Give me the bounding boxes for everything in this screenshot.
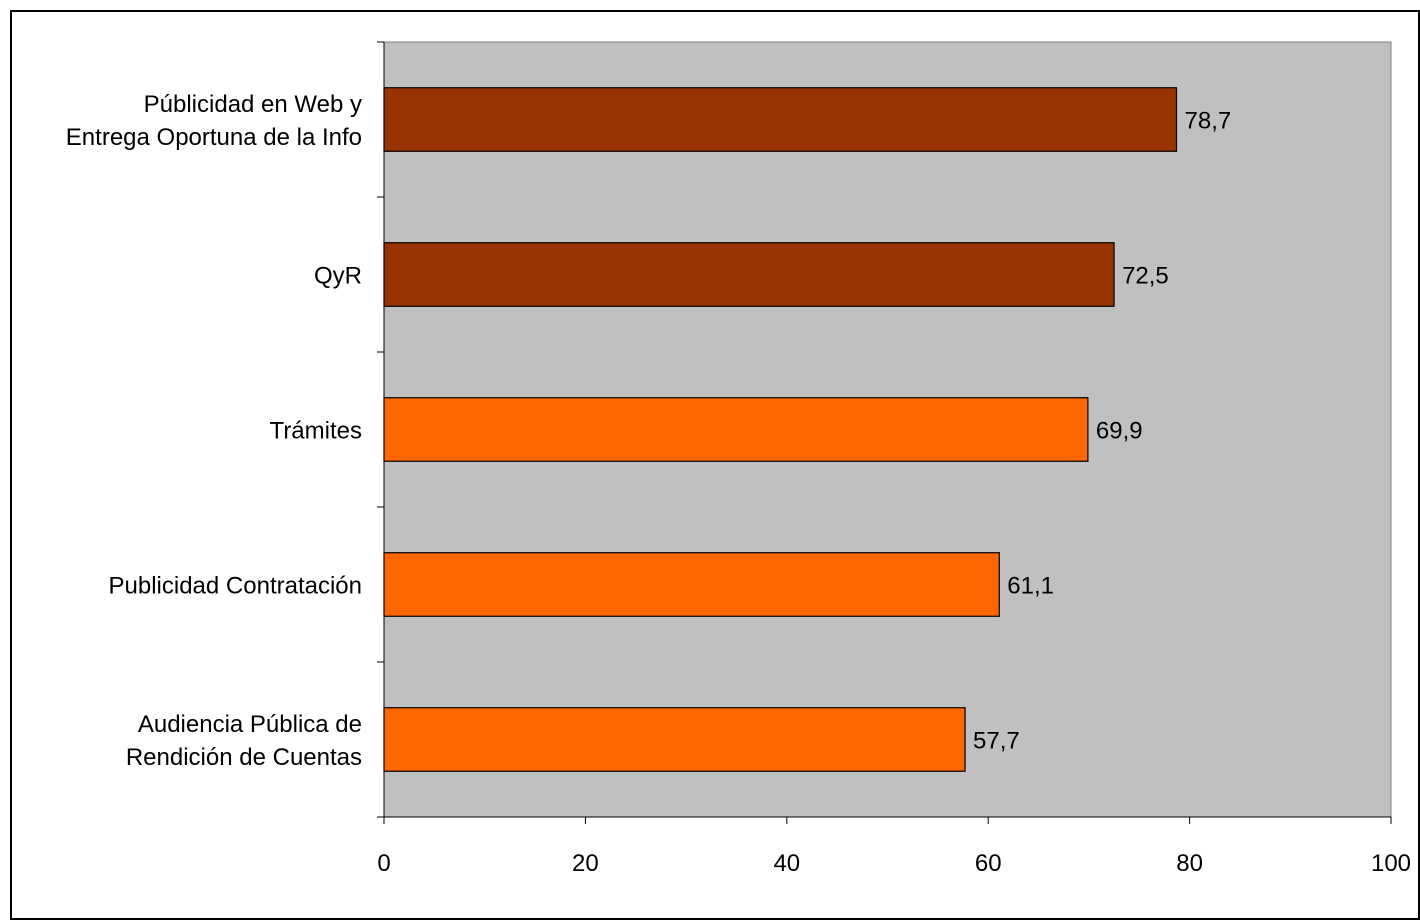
x-tick-label: 80 <box>1176 850 1203 877</box>
data-label: 61,1 <box>1007 573 1054 600</box>
bar <box>383 397 1089 462</box>
x-tick-label: 60 <box>975 850 1002 877</box>
category-label: QyR <box>314 263 362 290</box>
category-label-line: Entrega Oportuna de la Info <box>66 124 362 151</box>
category-label-line: Rendición de Cuentas <box>126 744 362 771</box>
category-label-line: Audiencia Pública de <box>138 711 362 738</box>
x-tick-label: 40 <box>773 850 800 877</box>
category-label: Trámites <box>270 418 362 445</box>
category-label: Audiencia Pública de Rendición de Cuentas <box>126 711 362 771</box>
data-label: 78,7 <box>1185 108 1232 135</box>
bar-layer <box>383 87 1178 772</box>
bar <box>383 87 1178 152</box>
category-label: Públicidad en Web y Entrega Oportuna de l… <box>66 91 362 151</box>
category-label-line: QyR <box>314 263 362 290</box>
bar <box>383 242 1115 307</box>
category-label-line: Publicidad Contratación <box>109 573 363 600</box>
data-label: 72,5 <box>1122 263 1169 290</box>
label-layer: 78,7 Públicidad en Web y Entrega Oportuna … <box>66 91 1231 771</box>
bar <box>383 707 966 772</box>
axis-layer: 0 20 40 60 80 100 <box>377 41 1411 877</box>
data-label: 69,9 <box>1096 418 1143 445</box>
category-label-line: Públicidad en Web y <box>144 91 362 118</box>
x-tick-label: 20 <box>572 850 599 877</box>
category-label: Publicidad Contratación <box>109 573 363 600</box>
bar <box>383 552 1000 617</box>
data-label: 57,7 <box>973 728 1020 755</box>
x-tick-label: 100 <box>1371 850 1411 877</box>
category-label-line: Trámites <box>270 418 362 445</box>
x-tick-label: 0 <box>377 850 390 877</box>
